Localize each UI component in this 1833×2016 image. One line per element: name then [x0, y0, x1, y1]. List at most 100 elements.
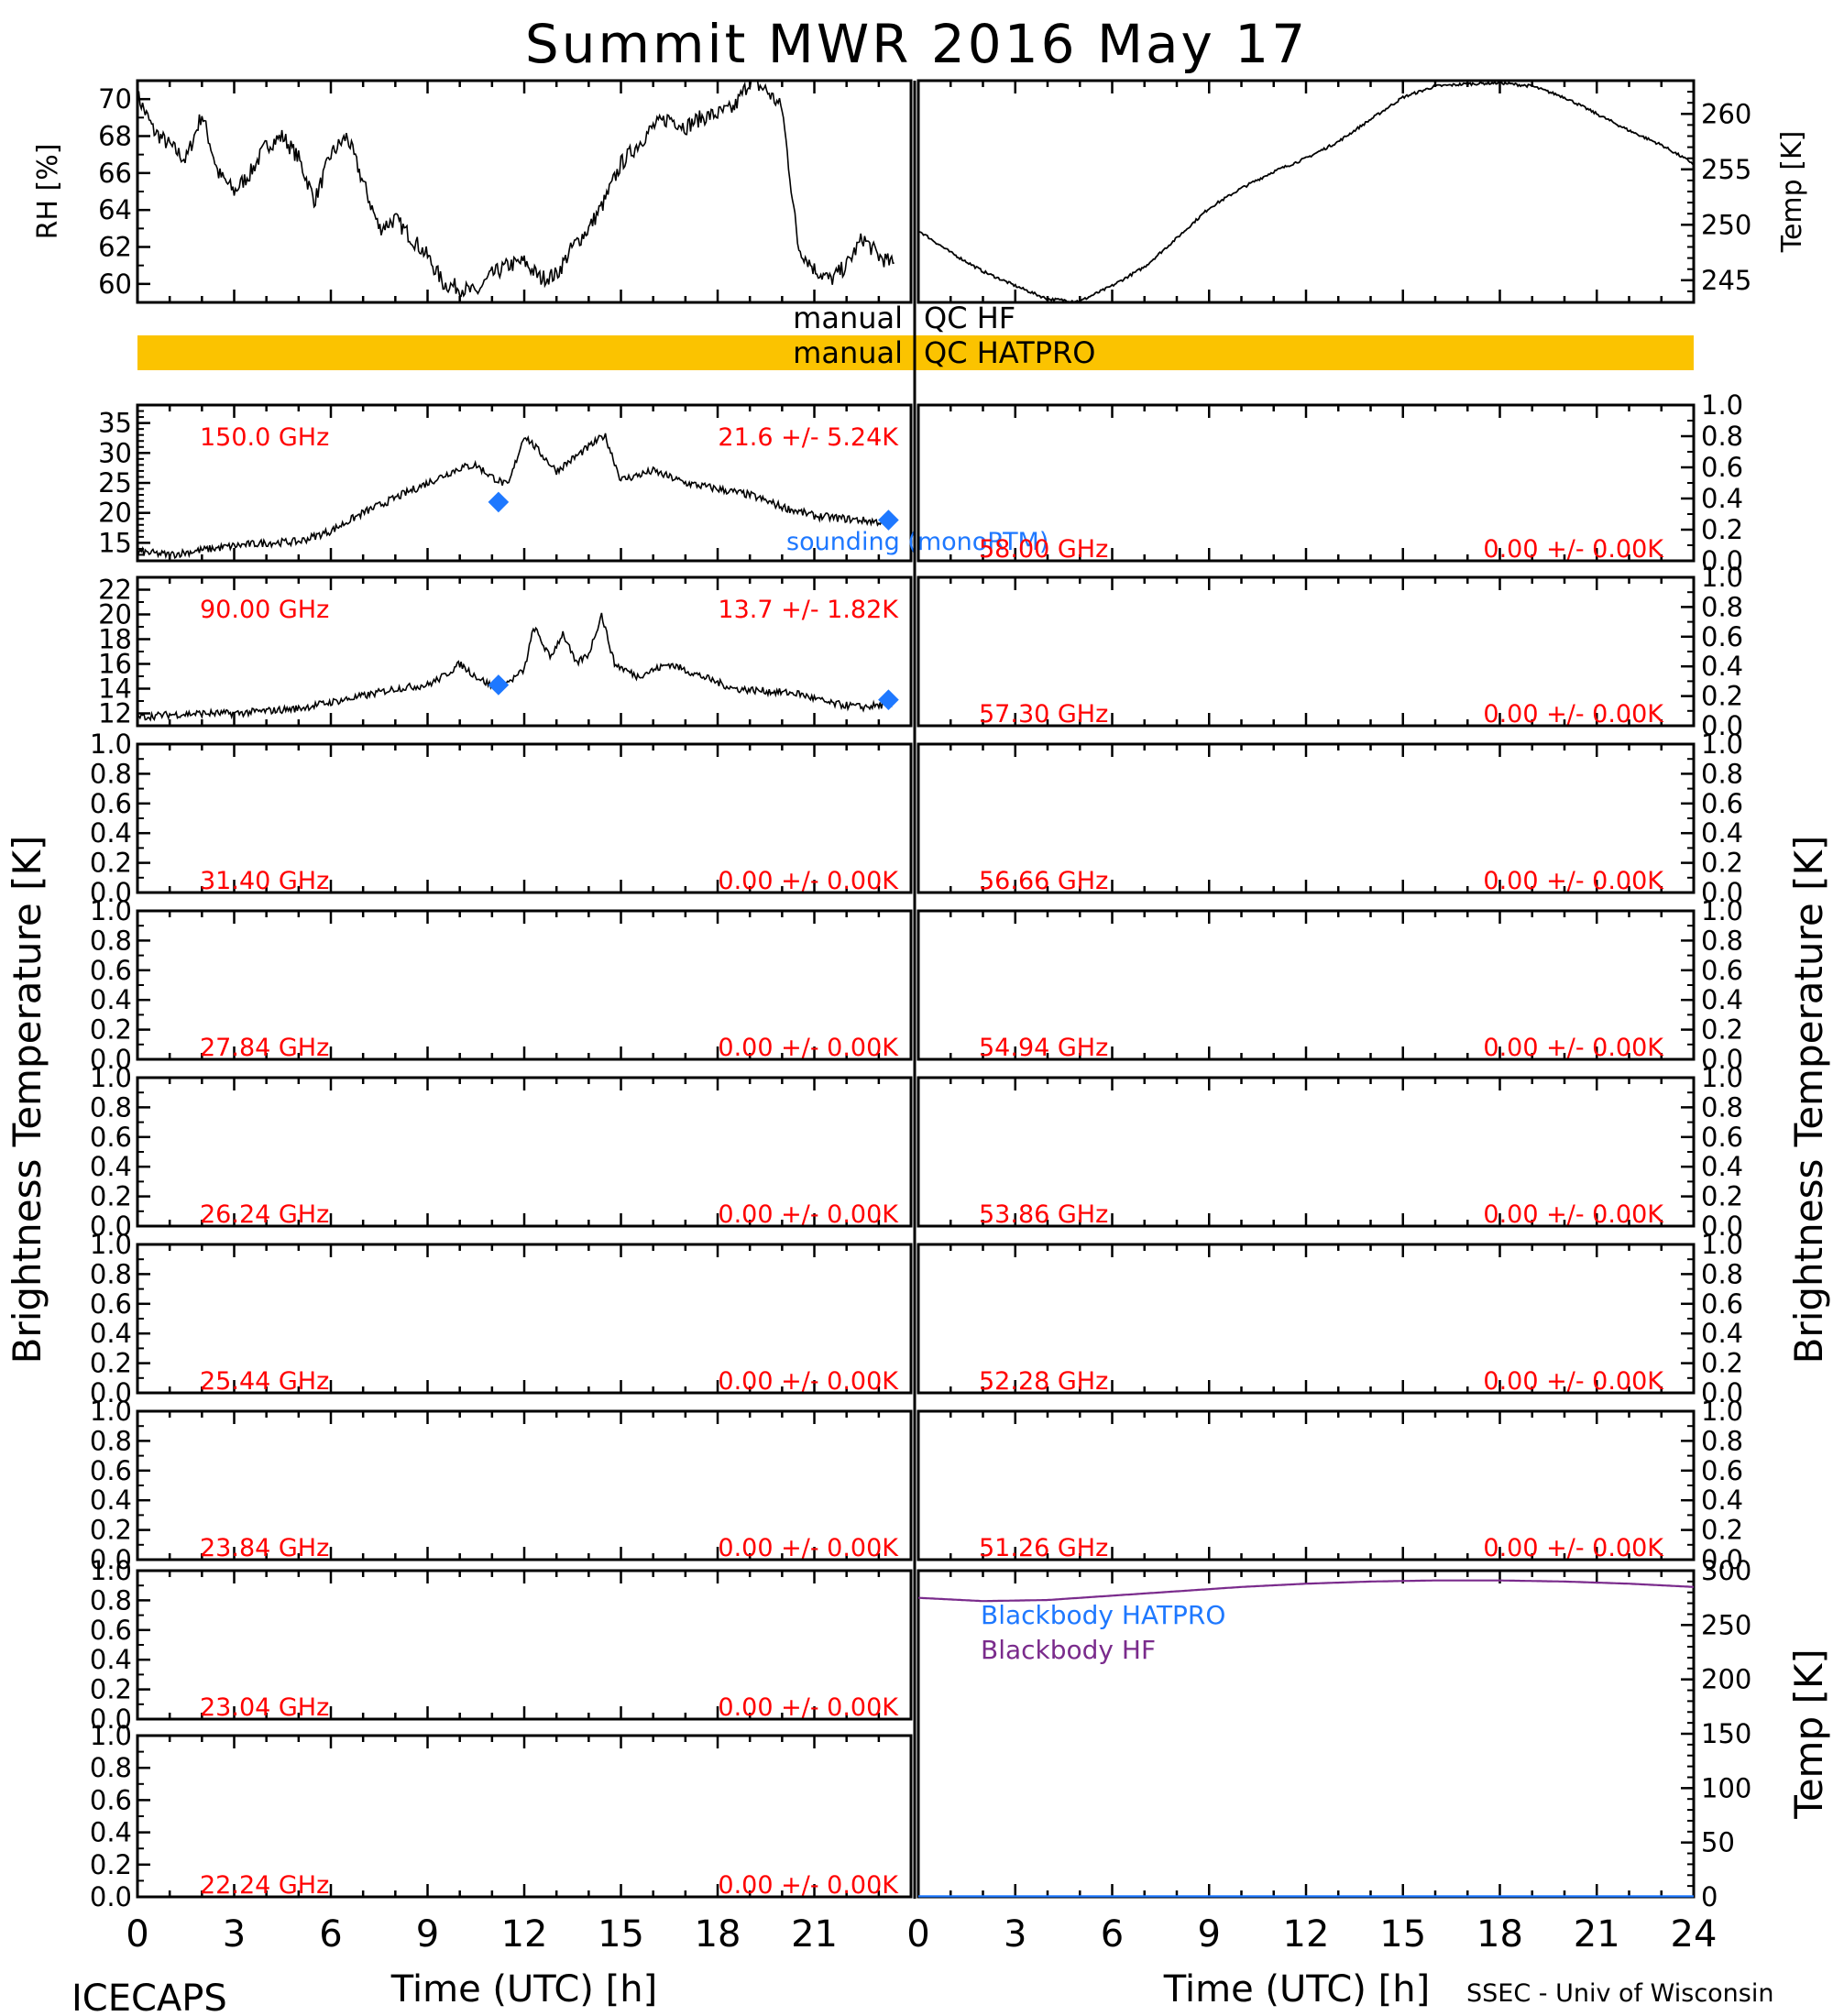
ch26-freq-label: 26.24 GHz [200, 1200, 329, 1229]
ch51-panel-ytick-label: 0.6 [1701, 1455, 1743, 1486]
ch25-panel-ytick-label: 0.6 [90, 1288, 132, 1320]
xtick-label-right: 6 [1101, 1913, 1124, 1956]
ch51-freq-label: 51.26 GHz [979, 1534, 1108, 1562]
ch22-panel-ytick-label: 0.2 [90, 1849, 132, 1880]
ch27-stat-label: 0.00 +/- 0.00K [718, 1034, 899, 1062]
ch56-freq-label: 56.66 GHz [979, 867, 1108, 895]
ch90-panel-ytick-label: 14 [98, 674, 132, 705]
ch58-panel-ytick-label: 0.2 [1701, 514, 1743, 545]
ch26-panel-ytick-label: 0.2 [90, 1181, 132, 1212]
figure-title: Summit MWR 2016 May 17 [525, 13, 1308, 75]
xtick-label-left: 6 [319, 1913, 342, 1956]
ch90-panel-ytick-label: 20 [98, 599, 132, 630]
ch31-panel-ytick-label: 0.6 [90, 788, 132, 819]
ch54-stat-label: 0.00 +/- 0.00K [1483, 1034, 1664, 1062]
ch27-panel-ytick-label: 0.0 [90, 1044, 132, 1075]
ch51-panel-ytick-label: 1.0 [1701, 1396, 1743, 1427]
xtick-label-right: 12 [1283, 1913, 1330, 1956]
blackbody-panel-ytick-label: 50 [1701, 1827, 1735, 1858]
ch31-panel-ytick-label: 1.0 [90, 729, 132, 760]
ch150-panel-ytick-label: 35 [98, 408, 132, 439]
ch27-panel-ytick-label: 1.0 [90, 895, 132, 926]
ch54-panel-ytick-label: 0.8 [1701, 925, 1743, 956]
xlabel-right: Time (UTC) [h] [1163, 1968, 1430, 2011]
xtick-label-right: 15 [1379, 1913, 1426, 1956]
ch56-panel-ytick-label: 0.0 [1701, 877, 1743, 908]
ch56-stat-label: 0.00 +/- 0.00K [1483, 867, 1664, 895]
ch51-panel-ytick-label: 0.4 [1701, 1485, 1743, 1516]
ch52-panel-ytick-label: 1.0 [1701, 1229, 1743, 1260]
ch53-panel-ytick-label: 1.0 [1701, 1062, 1743, 1093]
xtick-label-left: 3 [223, 1913, 246, 1956]
qc-hatpro-word: manual [793, 335, 903, 370]
ch52-panel-ytick-label: 0.2 [1701, 1348, 1743, 1379]
ch90-panel-ytick-label: 18 [98, 624, 132, 655]
ch52-stat-label: 0.00 +/- 0.00K [1483, 1367, 1664, 1396]
xtick-label-left: 21 [791, 1913, 838, 1956]
ch25-panel-ytick-label: 0.4 [90, 1318, 132, 1349]
ch27-panel-ytick-label: 0.4 [90, 984, 132, 1015]
ch90-panel-ytick-label: 16 [98, 649, 132, 680]
ch31-freq-label: 31.40 GHz [200, 867, 329, 895]
temp-ylabel: Temp [K] [1776, 131, 1808, 254]
ch58-panel-ytick-label: 0.6 [1701, 452, 1743, 483]
ch57-panel-ytick-label: 0.4 [1701, 651, 1743, 682]
ch23a-panel-ytick-label: 0.6 [90, 1615, 132, 1646]
ch26-panel-ytick-label: 0.0 [90, 1211, 132, 1242]
ch56-panel-ytick-label: 0.2 [1701, 848, 1743, 879]
ch23b-panel-ytick-label: 0.2 [90, 1515, 132, 1546]
ch53-panel-ytick-label: 0.0 [1701, 1211, 1743, 1242]
temp-panel-ytick-label: 255 [1701, 154, 1751, 185]
ch52-panel-ytick-label: 0.8 [1701, 1258, 1743, 1289]
ch27-panel-ytick-label: 0.6 [90, 955, 132, 986]
rh-panel-ytick-label: 64 [98, 194, 132, 225]
rh-ylabel: RH [%] [32, 144, 64, 240]
temp-panel-ytick-label: 245 [1701, 265, 1751, 296]
xtick-label-left: 0 [126, 1913, 148, 1956]
ch54-panel-ytick-label: 0.6 [1701, 955, 1743, 986]
ch52-panel-ytick-label: 0.6 [1701, 1288, 1743, 1320]
rh-panel-ytick-label: 68 [98, 121, 132, 152]
ch27-freq-label: 27.84 GHz [200, 1034, 329, 1062]
ch22-stat-label: 0.00 +/- 0.00K [718, 1871, 899, 1900]
ch26-panel-ytick-label: 0.8 [90, 1091, 132, 1123]
ch31-stat-label: 0.00 +/- 0.00K [718, 867, 899, 895]
rh-trace [137, 80, 895, 298]
ch90-sounding-point [488, 674, 510, 696]
ch57-panel-ytick-label: 0.2 [1701, 681, 1743, 712]
ch23a-stat-label: 0.00 +/- 0.00K [718, 1693, 899, 1722]
ch25-panel-ytick-label: 1.0 [90, 1229, 132, 1260]
ch57-panel-ytick-label: 0.0 [1701, 710, 1743, 741]
ch90-freq-label: 90.00 GHz [200, 596, 329, 624]
ch58-panel-ytick-label: 1.0 [1701, 389, 1743, 421]
blackbody-panel-ytick-label: 0 [1701, 1881, 1718, 1912]
xtick-label-right: 18 [1476, 1913, 1523, 1956]
bb-hf-legend: Blackbody HF [981, 1635, 1156, 1665]
ch25-panel-ytick-label: 0.0 [90, 1377, 132, 1408]
ch31-panel-ytick-label: 0.8 [90, 758, 132, 789]
rh-panel-ytick-label: 60 [98, 268, 132, 300]
ch90-panel-ytick-label: 12 [98, 698, 132, 729]
ch54-panel-ytick-label: 0.4 [1701, 984, 1743, 1015]
ch150-stat-label: 21.6 +/- 5.24K [718, 423, 899, 452]
ch23b-panel-ytick-label: 0.8 [90, 1425, 132, 1456]
ch22-panel-ytick-label: 0.0 [90, 1881, 132, 1912]
xlabel-left: Time (UTC) [h] [390, 1968, 657, 2011]
temp-panel-ytick-label: 250 [1701, 209, 1751, 240]
xtick-label-left: 12 [501, 1913, 548, 1956]
ch56-panel-ytick-label: 1.0 [1701, 729, 1743, 760]
ch56-panel-ytick-label: 0.8 [1701, 758, 1743, 789]
ch52-panel-ytick-label: 0.0 [1701, 1377, 1743, 1408]
xtick-label-left: 9 [416, 1913, 439, 1956]
ch150-trace [137, 433, 895, 560]
xtick-label-right: 9 [1198, 1913, 1221, 1956]
ch25-panel-ytick-label: 0.2 [90, 1348, 132, 1379]
rh-panel-ytick-label: 70 [98, 83, 132, 115]
qc-hf-word: manual [793, 301, 903, 335]
ch53-panel-ytick-label: 0.6 [1701, 1122, 1743, 1153]
bb-hatpro-legend: Blackbody HATPRO [981, 1600, 1225, 1630]
ch57-panel-ytick-label: 1.0 [1701, 562, 1743, 593]
ch51-panel-ytick-label: 0.2 [1701, 1515, 1743, 1546]
ch52-panel-ytick-label: 0.4 [1701, 1318, 1743, 1349]
